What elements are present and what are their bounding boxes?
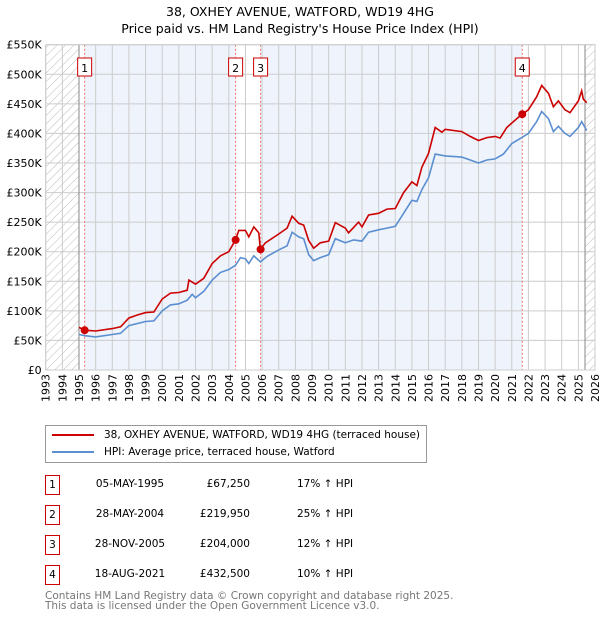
x-tick-label: 2015 (406, 374, 419, 402)
x-tick-label: 2004 (223, 374, 236, 402)
y-tick-label: £200K (6, 246, 42, 259)
sale-label: 4 (519, 62, 526, 75)
x-tick-label: 2005 (239, 374, 252, 402)
x-tick-label: 2012 (356, 374, 369, 402)
x-tick-label: 2001 (173, 374, 186, 402)
x-tick-label: 2007 (273, 374, 286, 402)
transaction-hpi-diff: 10% ↑ HPI (297, 568, 354, 580)
x-tick-label: 1993 (40, 374, 53, 402)
transaction-hpi-diff: 25% ↑ HPI (297, 508, 354, 520)
x-tick-label: 2022 (522, 374, 535, 402)
x-tick-label: 2009 (306, 374, 319, 402)
sale-point (231, 235, 240, 244)
y-tick-label: £500K (6, 68, 42, 81)
transaction-row: 2 28-MAY-2004 £219,950 25% ↑ HPI (45, 505, 445, 525)
x-tick-label: 1994 (56, 374, 69, 402)
sale-label: 1 (81, 62, 88, 75)
x-tick-label: 2006 (256, 374, 269, 402)
x-tick-label: 2020 (489, 374, 502, 402)
sale-label-box (253, 57, 269, 77)
legend-swatch-property (52, 434, 94, 436)
transaction-number: 3 (45, 535, 60, 555)
transaction-price: £432,500 (199, 568, 250, 580)
plot-border (45, 44, 596, 371)
transaction-price: £204,000 (199, 538, 250, 550)
transaction-price: £219,950 (199, 508, 250, 520)
x-tick-label: 2011 (339, 374, 352, 402)
x-tick-label: 1999 (140, 374, 153, 402)
chart-title: 38, OXHEY AVENUE, WATFORD, WD19 4HG (166, 4, 434, 19)
x-tick-label: 2002 (190, 374, 203, 402)
sale-point (518, 110, 527, 119)
x-tick-label: 2023 (539, 374, 552, 402)
y-tick-label: £400K (6, 127, 42, 140)
hatched-region (585, 44, 595, 370)
x-tick-label: 2014 (389, 374, 402, 402)
legend-label-hpi: HPI: Average price, terraced house, Watf… (104, 446, 335, 458)
y-tick-label: £100K (6, 305, 42, 318)
x-tick-label: 2024 (556, 374, 569, 402)
chart-subtitle: Price paid vs. HM Land Registry's House … (121, 21, 479, 36)
x-tick-label: 2018 (456, 374, 469, 402)
x-tick-label: 2003 (206, 374, 219, 402)
sale-label: 3 (257, 62, 264, 75)
y-tick-label: £550K (6, 39, 42, 52)
transaction-date: 05-MAY-1995 (95, 478, 165, 490)
y-tick-label: £450K (6, 98, 42, 111)
shade-band (260, 44, 523, 370)
legend: 38, OXHEY AVENUE, WATFORD, WD19 4HG (ter… (45, 425, 427, 463)
shade-band (84, 44, 236, 370)
y-tick-label: £300K (6, 187, 42, 200)
transaction-row: 3 28-NOV-2005 £204,000 12% ↑ HPI (45, 535, 445, 555)
y-tick-label: £150K (6, 275, 42, 288)
x-tick-label: 1998 (123, 374, 136, 402)
transaction-number: 4 (45, 565, 60, 585)
transaction-number: 2 (45, 505, 60, 525)
x-tick-label: 1996 (90, 374, 103, 402)
legend-item-hpi: HPI: Average price, terraced house, Watf… (52, 446, 335, 458)
y-tick-label: £0 (28, 364, 42, 377)
price-chart: 1993 1994 1995 1996 1997 1998 1999 2000 2001 2002… (6, 39, 600, 402)
transaction-number: 1 (45, 475, 60, 495)
sale-point (80, 326, 89, 335)
footer-copyright: Contains HM Land Registry data © Crown c… (45, 590, 454, 602)
sale-label: 2 (232, 62, 239, 75)
legend-item-property: 38, OXHEY AVENUE, WATFORD, WD19 4HG (ter… (52, 429, 420, 441)
x-tick-label: 2019 (472, 374, 485, 402)
x-tick-label: 2008 (289, 374, 302, 402)
transaction-hpi-diff: 17% ↑ HPI (297, 478, 354, 490)
x-tick-label: 1997 (106, 374, 119, 402)
transaction-hpi-diff: 12% ↑ HPI (297, 538, 354, 550)
footer-licence: This data is licensed under the Open Gov… (45, 600, 380, 612)
legend-label-property: 38, OXHEY AVENUE, WATFORD, WD19 4HG (ter… (104, 429, 420, 441)
legend-swatch-hpi (52, 451, 94, 453)
sale-point (256, 245, 265, 254)
x-tick-label: 2021 (506, 374, 519, 402)
x-tick-label: 2000 (156, 374, 169, 402)
sale-label-box (514, 57, 530, 77)
transaction-row: 4 18-AUG-2021 £432,500 10% ↑ HPI (45, 565, 445, 585)
transaction-date: 28-NOV-2005 (94, 538, 166, 550)
x-tick-label: 2017 (439, 374, 452, 402)
sale-label-box (228, 57, 244, 77)
transaction-date: 28-MAY-2004 (95, 508, 165, 520)
x-tick-label: 2013 (373, 374, 386, 402)
y-tick-label: £250K (6, 216, 42, 229)
x-tick-label: 2025 (572, 374, 585, 402)
x-tick-label: 2026 (589, 374, 600, 402)
transaction-date: 18-AUG-2021 (94, 568, 166, 580)
sale-label-box (77, 57, 93, 77)
y-tick-label: £50K (13, 334, 42, 347)
x-tick-label: 1995 (73, 374, 86, 402)
transaction-price: £67,250 (206, 478, 250, 490)
transaction-row: 1 05-MAY-1995 £67,250 17% ↑ HPI (45, 475, 445, 495)
y-tick-label: £350K (6, 157, 42, 170)
hpi-line (78, 110, 588, 338)
x-tick-label: 2010 (323, 374, 336, 402)
x-tick-label: 2016 (423, 374, 436, 402)
